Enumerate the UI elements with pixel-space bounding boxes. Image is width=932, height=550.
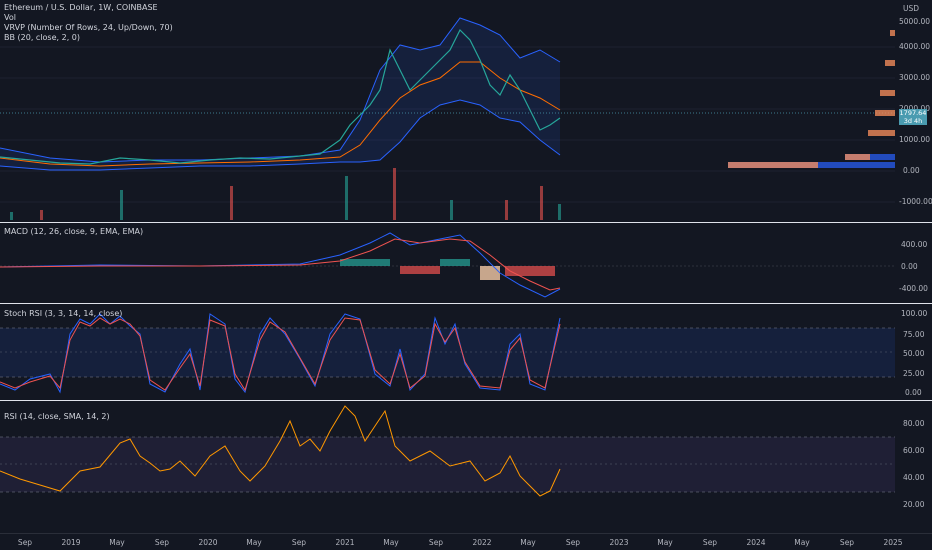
time-tick: 2024 — [746, 538, 766, 547]
rsi-line — [0, 405, 561, 497]
main-legend: Ethereum / U.S. Dollar, 1W, COINBASE Vol… — [4, 3, 173, 43]
stoch-rsi-pane[interactable]: Stoch RSI (3, 3, 14, 14, close) 100.00 7… — [0, 304, 932, 400]
stoch-legend[interactable]: Stoch RSI (3, 3, 14, 14, close) — [4, 309, 123, 318]
time-tick: Sep — [17, 538, 33, 547]
stoch-tick: 0.00 — [905, 388, 922, 397]
stoch-svg[interactable] — [0, 304, 932, 400]
time-tick: May — [520, 538, 536, 547]
pane-separator — [0, 533, 932, 534]
time-tick: 2020 — [198, 538, 218, 547]
pane-separator[interactable] — [0, 222, 932, 223]
rsi-pane[interactable]: RSI (14, close, SMA, 14, 2) 80.00 60.00 … — [0, 401, 932, 533]
pane-separator[interactable] — [0, 400, 932, 401]
price-tick: 5000.00 — [899, 17, 931, 26]
symbol-title[interactable]: Ethereum / U.S. Dollar, 1W, COINBASE — [4, 3, 158, 12]
time-tick: Sep — [702, 538, 718, 547]
time-tick: May — [246, 538, 262, 547]
rsi-legend[interactable]: RSI (14, close, SMA, 14, 2) — [4, 412, 110, 421]
time-tick: Sep — [839, 538, 855, 547]
rsi-tick: 20.00 — [903, 500, 925, 509]
time-tick: Sep — [565, 538, 581, 547]
time-tick: 2022 — [472, 538, 492, 547]
stoch-tick: 75.00 — [903, 330, 925, 339]
time-tick: May — [109, 538, 125, 547]
stoch-tick: 25.00 — [903, 369, 925, 378]
current-price-tag: 1797.64 3d 4h — [899, 109, 927, 125]
macd-tick: -400.00 — [899, 284, 928, 293]
rsi-svg[interactable] — [0, 401, 932, 533]
price-tick: 0.00 — [903, 166, 920, 175]
vrvp-histogram — [728, 30, 895, 168]
price-tick: -1000.00 — [899, 197, 932, 206]
price-tick: 2000.00 — [899, 104, 930, 113]
price-tick: 1000.00 — [899, 135, 931, 144]
rsi-tick: 60.00 — [903, 446, 925, 455]
vrvp-indicator-label[interactable]: VRVP (Number Of Rows, 24, Up/Down, 70) — [4, 23, 173, 32]
time-tick: May — [657, 538, 673, 547]
bb-indicator-label[interactable]: BB (20, close, 2, 0) — [4, 33, 80, 42]
macd-tick: 400.00 — [901, 240, 928, 249]
bb-lower — [0, 99, 561, 171]
stoch-d-line — [0, 317, 561, 392]
time-tick: May — [383, 538, 399, 547]
price-tick: 3000.00 — [899, 73, 931, 82]
signal-line — [0, 238, 561, 291]
macd-pane[interactable]: MACD (12, 26, close, 9, EMA, EMA) 400.00… — [0, 223, 932, 303]
macd-tick: 0.00 — [901, 262, 918, 271]
time-tick: 2021 — [335, 538, 355, 547]
pane-separator[interactable] — [0, 303, 932, 304]
time-tick: 2025 — [883, 538, 903, 547]
bb-basis — [0, 61, 561, 167]
stoch-tick: 100.00 — [901, 309, 928, 318]
vol-indicator-label[interactable]: Vol — [4, 13, 16, 22]
macd-histogram — [340, 259, 555, 280]
volume-bars — [10, 168, 561, 220]
rsi-tick: 40.00 — [903, 473, 925, 482]
time-tick: 2023 — [609, 538, 629, 547]
macd-legend[interactable]: MACD (12, 26, close, 9, EMA, EMA) — [4, 227, 144, 236]
time-tick: Sep — [428, 538, 444, 547]
price-tick: 4000.00 — [899, 42, 931, 51]
time-tick: May — [794, 538, 810, 547]
rsi-tick: 80.00 — [903, 419, 925, 428]
bb-fill — [0, 18, 560, 170]
main-chart-svg[interactable] — [0, 0, 932, 222]
time-tick: 2019 — [61, 538, 81, 547]
main-chart-pane[interactable]: Ethereum / U.S. Dollar, 1W, COINBASE Vol… — [0, 0, 932, 222]
time-tick: Sep — [154, 538, 170, 547]
currency-label: USD — [903, 4, 920, 13]
price-line — [0, 28, 561, 165]
stoch-tick: 50.00 — [903, 349, 925, 358]
price-tag-countdown: 3d 4h — [903, 117, 923, 125]
macd-svg[interactable] — [0, 223, 932, 303]
time-tick: Sep — [291, 538, 307, 547]
price-tag-value: 1797.64 — [899, 109, 927, 117]
